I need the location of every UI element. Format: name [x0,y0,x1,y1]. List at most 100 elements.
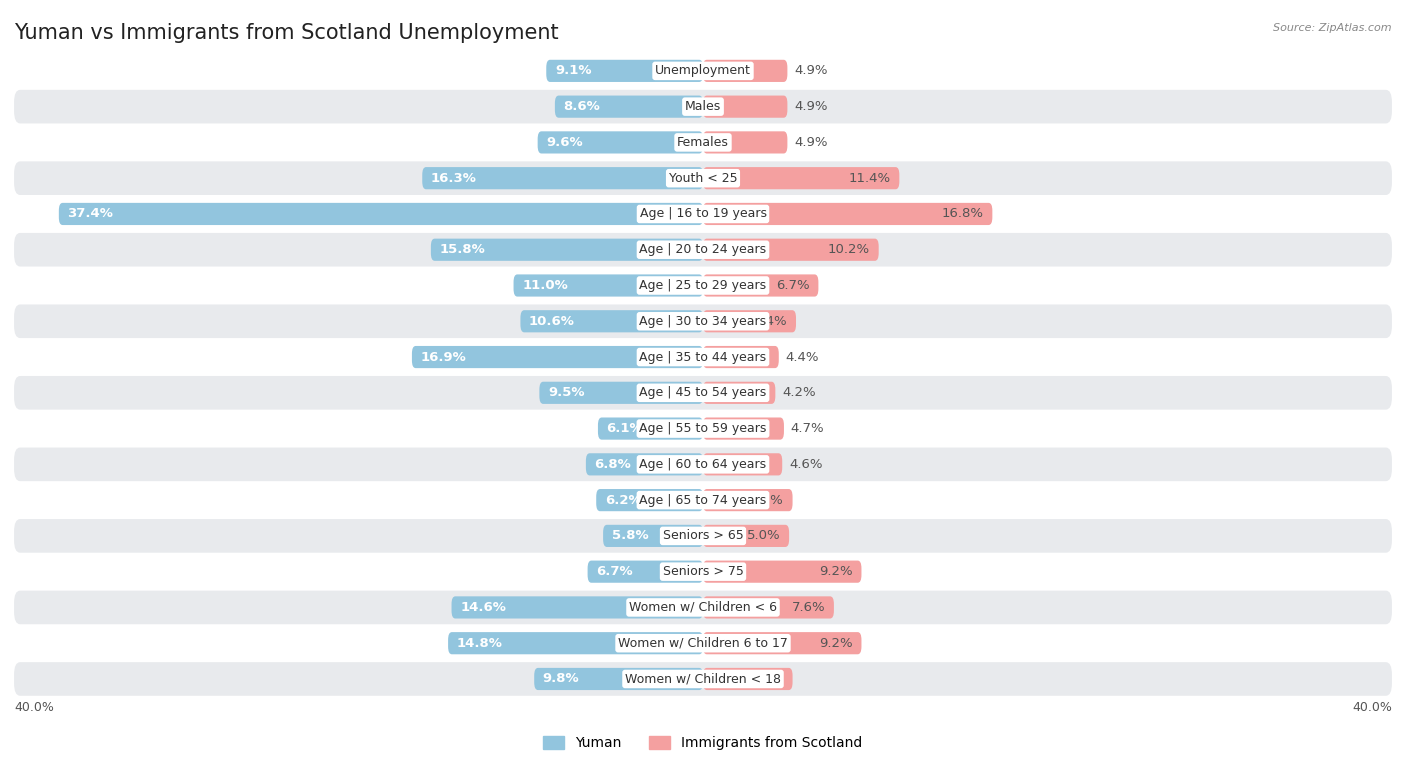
FancyBboxPatch shape [14,590,1392,625]
FancyBboxPatch shape [703,238,879,261]
Text: Unemployment: Unemployment [655,64,751,77]
Text: 16.3%: 16.3% [430,172,477,185]
Text: Age | 45 to 54 years: Age | 45 to 54 years [640,386,766,399]
Text: 6.2%: 6.2% [605,494,641,506]
Text: 6.1%: 6.1% [606,422,643,435]
Text: Males: Males [685,100,721,113]
Text: 9.1%: 9.1% [555,64,592,77]
Text: Women w/ Children < 18: Women w/ Children < 18 [626,672,780,686]
Text: 4.9%: 4.9% [794,64,828,77]
Text: 8.6%: 8.6% [564,100,600,113]
Text: Age | 65 to 74 years: Age | 65 to 74 years [640,494,766,506]
FancyBboxPatch shape [59,203,703,225]
Text: 14.8%: 14.8% [457,637,502,650]
FancyBboxPatch shape [14,412,1392,445]
FancyBboxPatch shape [703,131,787,154]
Text: Seniors > 65: Seniors > 65 [662,529,744,542]
FancyBboxPatch shape [703,418,785,440]
Text: 11.4%: 11.4% [849,172,891,185]
Text: Age | 35 to 44 years: Age | 35 to 44 years [640,350,766,363]
FancyBboxPatch shape [14,269,1392,302]
FancyBboxPatch shape [703,597,834,618]
Text: Age | 55 to 59 years: Age | 55 to 59 years [640,422,766,435]
FancyBboxPatch shape [703,561,862,583]
Text: 40.0%: 40.0% [1353,701,1392,714]
FancyBboxPatch shape [588,561,703,583]
Text: Females: Females [678,136,728,149]
FancyBboxPatch shape [14,483,1392,517]
Text: 4.2%: 4.2% [782,386,815,399]
FancyBboxPatch shape [555,95,703,118]
Text: 6.7%: 6.7% [776,279,810,292]
Text: 16.9%: 16.9% [420,350,467,363]
FancyBboxPatch shape [703,95,787,118]
Text: Seniors > 75: Seniors > 75 [662,565,744,578]
Text: Yuman vs Immigrants from Scotland Unemployment: Yuman vs Immigrants from Scotland Unempl… [14,23,558,42]
FancyBboxPatch shape [451,597,703,618]
FancyBboxPatch shape [598,418,703,440]
FancyBboxPatch shape [449,632,703,654]
FancyBboxPatch shape [520,310,703,332]
FancyBboxPatch shape [603,525,703,547]
Text: 14.6%: 14.6% [460,601,506,614]
Text: 5.8%: 5.8% [612,529,648,542]
FancyBboxPatch shape [14,90,1392,123]
FancyBboxPatch shape [14,555,1392,588]
Text: 9.5%: 9.5% [548,386,585,399]
FancyBboxPatch shape [703,310,796,332]
FancyBboxPatch shape [703,489,793,511]
Text: 9.2%: 9.2% [820,565,853,578]
Text: 5.0%: 5.0% [747,529,780,542]
Text: 6.7%: 6.7% [596,565,633,578]
FancyBboxPatch shape [703,274,818,297]
Text: Women w/ Children 6 to 17: Women w/ Children 6 to 17 [619,637,787,650]
FancyBboxPatch shape [537,131,703,154]
FancyBboxPatch shape [703,632,862,654]
FancyBboxPatch shape [14,304,1392,338]
Text: 4.6%: 4.6% [789,458,823,471]
FancyBboxPatch shape [513,274,703,297]
FancyBboxPatch shape [14,126,1392,159]
Text: 5.2%: 5.2% [751,494,785,506]
Text: 9.8%: 9.8% [543,672,579,686]
FancyBboxPatch shape [703,382,775,404]
Text: 4.9%: 4.9% [794,100,828,113]
Text: 7.6%: 7.6% [792,601,825,614]
FancyBboxPatch shape [14,626,1392,660]
Text: Age | 20 to 24 years: Age | 20 to 24 years [640,243,766,256]
FancyBboxPatch shape [430,238,703,261]
FancyBboxPatch shape [14,54,1392,88]
FancyBboxPatch shape [14,340,1392,374]
FancyBboxPatch shape [540,382,703,404]
FancyBboxPatch shape [14,447,1392,481]
FancyBboxPatch shape [14,519,1392,553]
Text: 37.4%: 37.4% [67,207,114,220]
FancyBboxPatch shape [703,167,900,189]
Text: 6.8%: 6.8% [595,458,631,471]
Text: Age | 30 to 34 years: Age | 30 to 34 years [640,315,766,328]
Text: 10.2%: 10.2% [828,243,870,256]
Text: 16.8%: 16.8% [942,207,984,220]
Text: 11.0%: 11.0% [522,279,568,292]
FancyBboxPatch shape [14,161,1392,195]
FancyBboxPatch shape [703,525,789,547]
Text: Women w/ Children < 6: Women w/ Children < 6 [628,601,778,614]
Text: Youth < 25: Youth < 25 [669,172,737,185]
FancyBboxPatch shape [703,346,779,368]
Text: 9.6%: 9.6% [547,136,583,149]
FancyBboxPatch shape [534,668,703,690]
FancyBboxPatch shape [703,453,782,475]
Text: 5.2%: 5.2% [751,672,785,686]
Text: Source: ZipAtlas.com: Source: ZipAtlas.com [1274,23,1392,33]
Text: 10.6%: 10.6% [529,315,575,328]
FancyBboxPatch shape [596,489,703,511]
Text: 4.9%: 4.9% [794,136,828,149]
Text: 40.0%: 40.0% [14,701,53,714]
FancyBboxPatch shape [547,60,703,82]
Text: 4.7%: 4.7% [790,422,824,435]
FancyBboxPatch shape [422,167,703,189]
FancyBboxPatch shape [703,203,993,225]
FancyBboxPatch shape [14,197,1392,231]
FancyBboxPatch shape [14,662,1392,696]
Text: Age | 25 to 29 years: Age | 25 to 29 years [640,279,766,292]
